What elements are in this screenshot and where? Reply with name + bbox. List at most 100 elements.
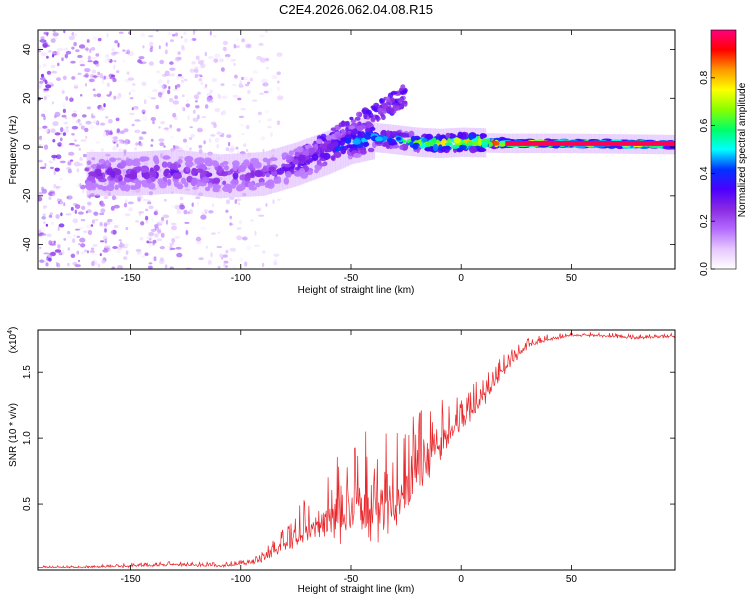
spectrogram-noise-blob <box>70 206 74 211</box>
spectrogram-noise-blob <box>189 209 193 215</box>
spectrogram-noise-blob <box>211 203 215 208</box>
spectrogram-noise-blob <box>55 186 60 190</box>
spectrogram-noise-blob <box>73 84 79 89</box>
spectrogram-ridge-blob <box>292 159 299 165</box>
spectrogram-ridge-blob <box>268 166 277 172</box>
spectrogram-noise-blob <box>220 67 225 72</box>
spectrogram-noise-blob <box>275 233 279 237</box>
spectrogram-noise-blob <box>67 168 72 174</box>
spectrogram-noise-blob <box>265 57 270 62</box>
spectrogram-noise-blob <box>219 253 223 258</box>
spectrogram-noise-blob <box>148 265 153 269</box>
spectrogram-noise-blob <box>38 46 42 50</box>
spectrogram-noise-blob <box>187 211 190 215</box>
spectrogram-noise-blob <box>195 105 200 109</box>
spectrogram-noise-blob <box>91 219 95 224</box>
spectrogram-ridge-blob <box>124 158 134 167</box>
spectrogram-noise-blob <box>209 30 212 36</box>
spectrogram-branch-blob <box>379 98 383 103</box>
spectrogram-noise-blob <box>43 115 46 121</box>
spectrogram-noise-blob <box>78 44 86 49</box>
spectrogram-noise-blob <box>131 123 135 127</box>
spectrogram-noise-blob <box>158 138 165 142</box>
spectrogram-ridge-blob <box>232 160 240 168</box>
spectrogram-noise-blob <box>76 168 80 173</box>
spectrogram-ridge-blob <box>369 126 376 131</box>
spectrogram-noise-blob <box>177 51 181 55</box>
spectrogram-noise-blob <box>52 139 56 143</box>
spectrogram-noise-blob <box>74 228 81 231</box>
spectrogram-noise-blob <box>91 115 96 119</box>
spectrogram-noise-blob <box>192 109 196 114</box>
spectrogram-noise-blob <box>139 236 144 241</box>
spectrogram-ridge-blob <box>360 149 367 155</box>
spectrogram-ridge-blob <box>230 183 236 189</box>
spectrogram-noise-blob <box>239 123 244 127</box>
spectrogram-noise-blob <box>241 133 245 136</box>
spectrogram-noise-blob <box>192 30 196 35</box>
spectrogram-ridge-blob <box>177 158 183 164</box>
spectrogram-noise-blob <box>214 53 221 58</box>
spectrogram-noise-blob <box>196 201 200 206</box>
spectrogram-ridge-blob <box>386 137 393 143</box>
spectrogram-noise-blob <box>38 127 44 130</box>
spectrogram-noise-blob <box>81 114 87 118</box>
spectrogram-noise-blob <box>127 201 134 205</box>
spectrogram-noise-blob <box>217 94 221 99</box>
spectrogram-ridge-blob <box>98 158 106 164</box>
spectrogram-noise-blob <box>59 160 66 164</box>
spectrogram-noise-blob <box>270 132 273 137</box>
spectrogram-noise-blob <box>77 54 83 59</box>
spectrogram-noise-blob <box>103 223 108 227</box>
spectrogram-noise-blob <box>63 202 66 207</box>
spectrogram-ridge-blob <box>340 128 346 135</box>
spectrogram-noise-blob <box>226 199 230 205</box>
spectrogram-ridge-blob <box>217 166 223 173</box>
spectrogram-noise-blob <box>163 145 166 148</box>
spectrogram-ridge-blob <box>345 137 352 144</box>
spectrogram-noise-blob <box>99 253 102 257</box>
spectrogram-noise-blob <box>229 258 233 261</box>
spectrogram-ridge-blob <box>163 170 169 177</box>
spectrogram-noise-blob <box>144 215 149 221</box>
spectrogram-ridge-blob <box>307 147 316 154</box>
spectrogram-noise-blob <box>229 197 235 200</box>
spectrogram-ridge-blob <box>265 172 270 178</box>
spectrogram-ridge-blob <box>285 154 292 161</box>
spectrogram-noise-blob <box>65 167 72 170</box>
spectrogram-noise-blob <box>149 41 154 47</box>
spectrogram-branch-blob <box>349 116 354 121</box>
spectrogram-noise-blob <box>38 64 42 70</box>
spectrogram-ridge-blob <box>241 162 250 166</box>
spectrogram-ridge-blob <box>154 157 160 165</box>
spectrogram-noise-blob <box>132 83 136 86</box>
spectrogram-noise-blob <box>221 95 228 99</box>
spectrogram-ridge-blob <box>262 165 268 172</box>
spectrogram-ridge-blob <box>440 146 446 153</box>
spectrogram-noise-blob <box>164 49 168 55</box>
spectrogram-ridge-blob <box>288 150 294 157</box>
spectrogram-ridge-blob <box>252 162 262 169</box>
spectrogram-noise-blob <box>234 45 240 48</box>
spectrogram-noise-blob <box>180 79 184 83</box>
spectrogram-noise-blob <box>83 230 88 233</box>
spectrogram-noise-blob <box>85 135 88 139</box>
spectrogram-noise-blob <box>202 86 207 89</box>
spectrogram-ridge-blob <box>123 184 131 192</box>
spectrogram-noise-blob <box>110 221 116 225</box>
spectrogram-noise-blob <box>185 229 189 236</box>
spectrogram-noise-blob <box>260 136 266 141</box>
spectrogram-ridge-blob <box>391 131 398 137</box>
spectrogram-ridge-blob <box>232 172 239 180</box>
spectrogram-noise-blob <box>62 108 66 113</box>
spectrogram-noise-blob <box>180 36 183 39</box>
spectrogram-ridge-blob <box>304 149 310 156</box>
spectrogram-ridge-blob <box>204 186 211 192</box>
spectrogram-ridge-blob <box>222 180 227 185</box>
spectrogram-noise-blob <box>148 232 155 237</box>
spectrogram-noise-blob <box>102 249 109 253</box>
spectrogram-noise-blob <box>259 57 267 63</box>
spectrogram-noise-blob <box>189 39 194 43</box>
spectrogram-noise-blob <box>201 59 206 63</box>
spectrogram-noise-blob <box>144 99 147 105</box>
